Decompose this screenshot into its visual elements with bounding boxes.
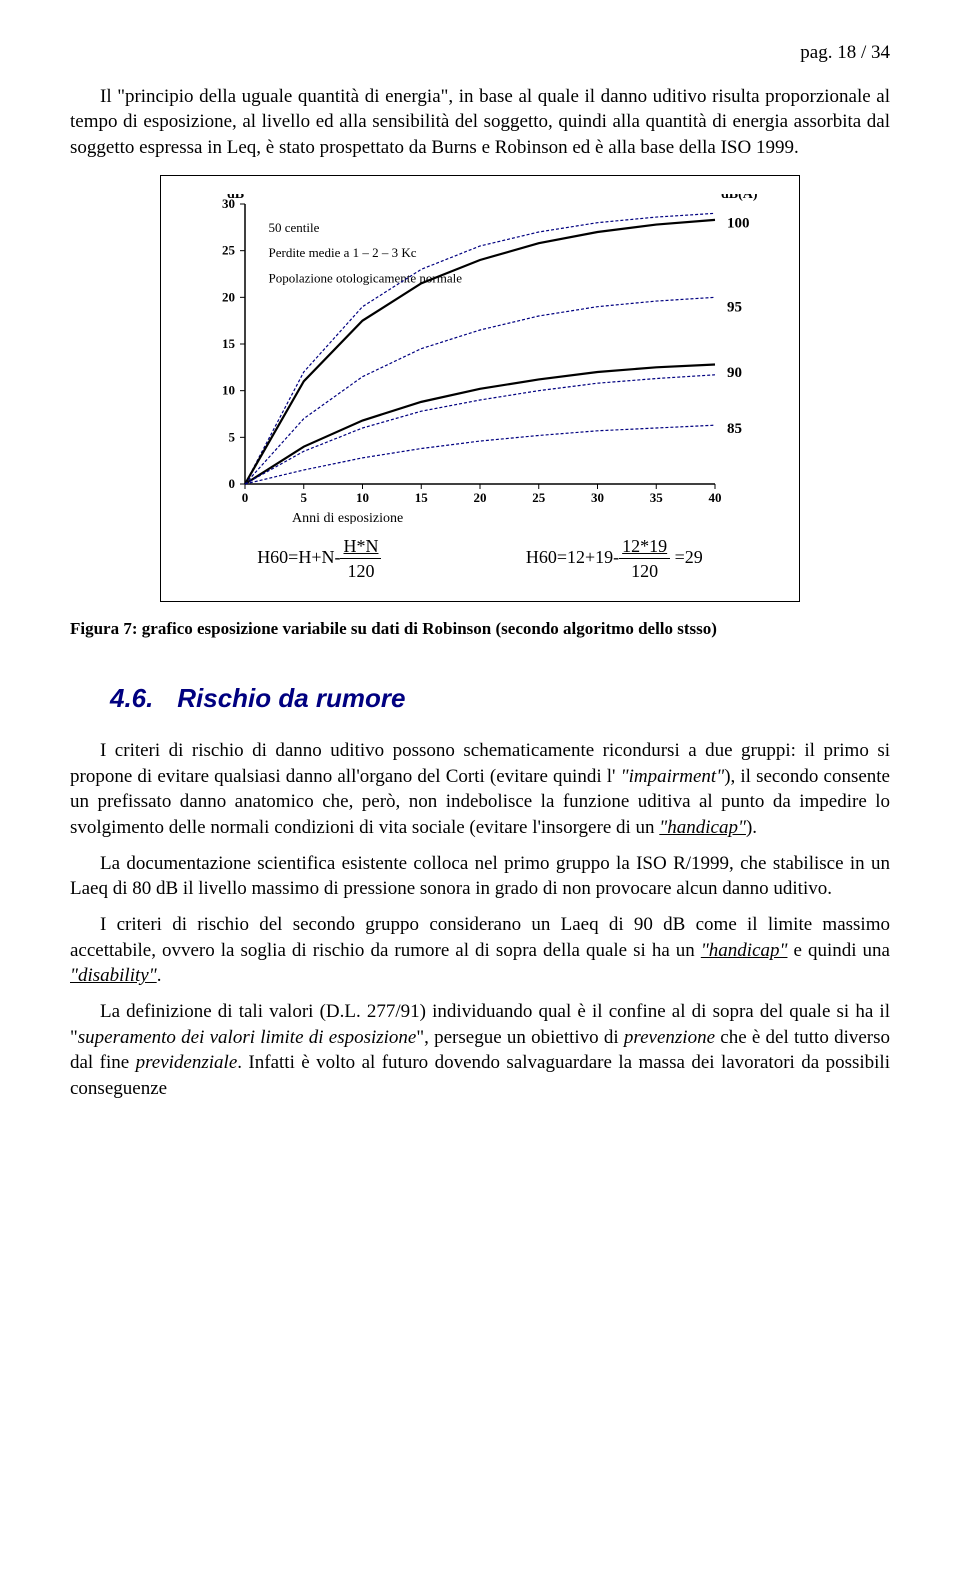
svg-text:5: 5: [301, 490, 308, 505]
svg-text:15: 15: [415, 490, 429, 505]
svg-text:100: 100: [727, 215, 750, 231]
svg-text:35: 35: [650, 490, 664, 505]
svg-text:30: 30: [591, 490, 604, 505]
formula-right-num: 12*19: [619, 534, 670, 559]
formula-right-post: =29: [670, 546, 703, 566]
svg-text:Anni di esposizione: Anni di esposizione: [292, 511, 403, 524]
formula-right-den: 120: [619, 559, 670, 583]
term-superamento: superamento dei valori limite di esposiz…: [78, 1027, 417, 1048]
intro-paragraph: Il "principio della uguale quantità di e…: [70, 84, 890, 161]
body-p1-c: ).: [746, 817, 757, 838]
term-handicap-2: "handicap": [701, 940, 788, 961]
formula-right: H60=12+19-12*19120 =29: [526, 534, 703, 584]
formula-left-den: 120: [340, 559, 381, 583]
section-heading: 4.6. Rischio da rumore: [110, 681, 890, 716]
term-handicap: "handicap": [659, 817, 746, 838]
body-p2: La documentazione scientifica esistente …: [70, 851, 890, 902]
svg-text:25: 25: [532, 490, 546, 505]
svg-text:dB(A): dB(A): [721, 194, 758, 202]
svg-text:25: 25: [222, 242, 236, 257]
figure-caption: Figura 7: grafico esposizione variabile …: [70, 618, 890, 641]
figure-7-frame: 0510152025303540051015202530100959085dBd…: [160, 175, 800, 603]
exposure-chart: 0510152025303540051015202530100959085dBd…: [185, 194, 775, 524]
svg-text:90: 90: [727, 365, 742, 381]
formula-right-pre: H60=12+19-: [526, 546, 619, 566]
section-number: 4.6.: [110, 681, 170, 716]
formula-left-num: H*N: [340, 534, 381, 559]
formula-left: H60=H+N-H*N120: [257, 534, 381, 584]
term-previdenziale: previdenziale: [136, 1052, 238, 1073]
svg-text:95: 95: [727, 299, 742, 315]
body-p1: I criteri di rischio di danno uditivo po…: [70, 738, 890, 841]
body-p4-b: ", persegue un obiettivo di: [416, 1027, 624, 1048]
page-number: pag. 18 / 34: [70, 40, 890, 66]
svg-text:10: 10: [222, 382, 235, 397]
svg-text:0: 0: [242, 490, 249, 505]
body-p3: I criteri di rischio del secondo gruppo …: [70, 912, 890, 989]
svg-text:5: 5: [229, 429, 236, 444]
formula-row: H60=H+N-H*N120 H60=12+19-12*19120 =29: [185, 534, 775, 584]
body-p4: La definizione di tali valori (D.L. 277/…: [70, 999, 890, 1102]
svg-text:20: 20: [474, 490, 487, 505]
svg-text:0: 0: [229, 476, 236, 491]
body-p3-b: e quindi una: [787, 940, 890, 961]
svg-text:20: 20: [222, 289, 235, 304]
svg-text:10: 10: [356, 490, 369, 505]
term-disability: "disability": [70, 965, 157, 986]
svg-text:dB: dB: [227, 194, 244, 202]
svg-text:85: 85: [727, 421, 742, 437]
svg-text:40: 40: [709, 490, 722, 505]
svg-text:15: 15: [222, 336, 236, 351]
term-prevenzione: prevenzione: [624, 1027, 715, 1048]
svg-text:50 centile: 50 centile: [269, 220, 320, 235]
section-title: Rischio da rumore: [177, 683, 405, 713]
body-p3-c: .: [157, 965, 162, 986]
svg-text:Perdite medie a 1 – 2 – 3 Kc: Perdite medie a 1 – 2 – 3 Kc: [269, 245, 417, 260]
term-impairment: "impairment": [621, 766, 725, 787]
formula-left-pre: H60=H+N-: [257, 546, 340, 566]
